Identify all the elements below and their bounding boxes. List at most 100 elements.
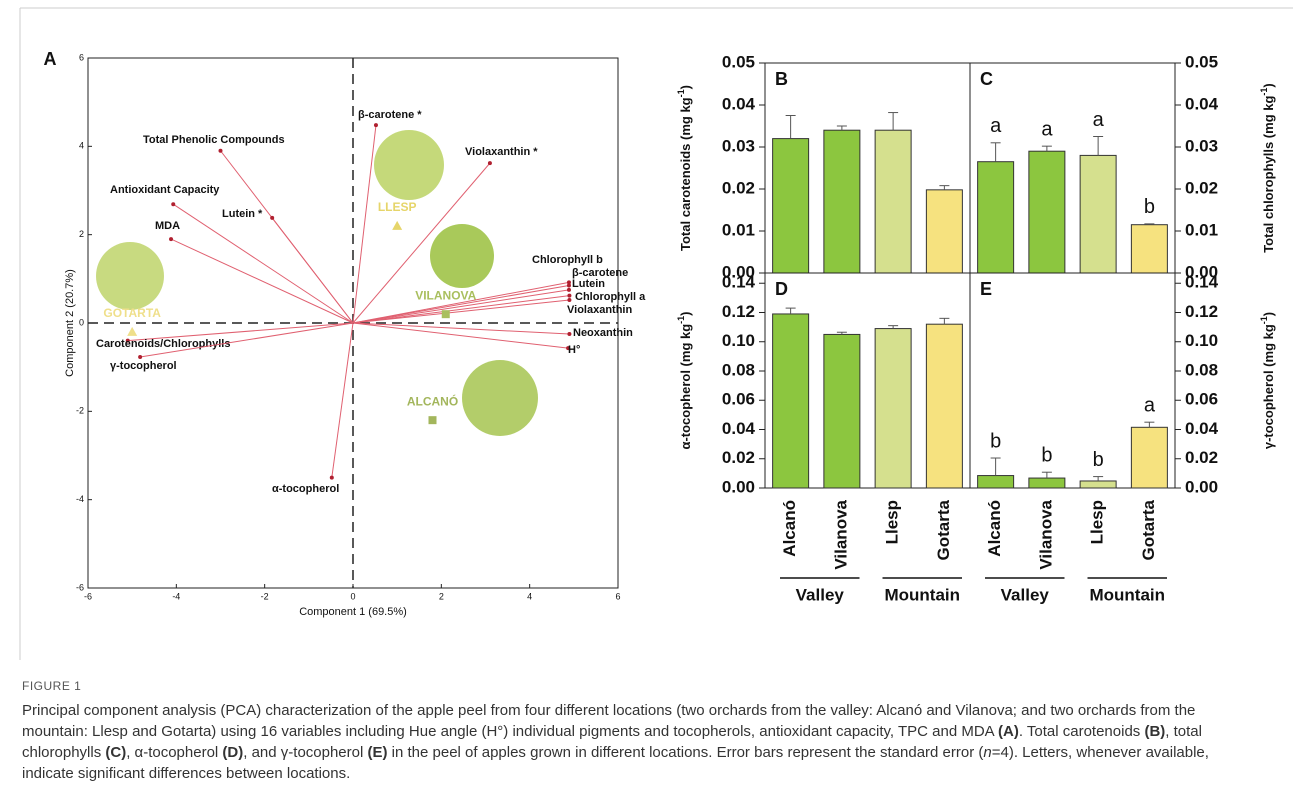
- bar: [875, 130, 911, 273]
- bar: [1131, 427, 1167, 488]
- loading-label: α-tocopherol: [272, 483, 339, 495]
- y-tick-label: 0.01: [722, 220, 755, 239]
- y-tick-label: 0.00: [1185, 477, 1218, 496]
- y-axis-label-sup: -1: [1259, 316, 1269, 324]
- loading-vector: [332, 323, 353, 478]
- group-label: Valley: [796, 585, 845, 604]
- y-axis-label: Component 2 (20.7%): [64, 269, 76, 377]
- y-tick-label: 0.14: [722, 273, 756, 292]
- loading-label: β-carotene *: [358, 109, 422, 121]
- bar: [875, 329, 911, 488]
- loading-point: [567, 288, 571, 292]
- loading-vector: [353, 125, 376, 323]
- loading-vector: [272, 218, 353, 323]
- y-axis-label-end: ): [1261, 83, 1276, 87]
- y-tick-label: 0.02: [1185, 178, 1218, 197]
- y-tick-label: 0.08: [722, 360, 755, 379]
- loading-label: Lutein: [572, 278, 605, 290]
- x-axis-label: Component 1 (69.5%): [299, 606, 407, 618]
- x-tick-label: 2: [439, 591, 444, 601]
- loading-label: Chlorophyll a: [575, 291, 646, 303]
- y-axis-label: Total chlorophylls (mg kg-1): [1259, 83, 1276, 253]
- bar: [824, 130, 860, 273]
- loading-point: [567, 332, 571, 336]
- sample-point: [392, 221, 402, 230]
- apple: [462, 360, 538, 436]
- y-tick-label: 0.03: [1185, 136, 1218, 155]
- caption: Principal component analysis (PCA) chara…: [22, 700, 1262, 784]
- bar: [978, 476, 1014, 488]
- loading-vector: [171, 239, 353, 323]
- x-tick-label: Alcanó: [985, 500, 1004, 557]
- apple-images: [96, 130, 538, 436]
- bar: [1131, 225, 1167, 273]
- bar: [1029, 478, 1065, 488]
- loading-vector: [353, 323, 569, 334]
- y-axis-label-end: ): [1261, 312, 1276, 316]
- y-tick-label: 0.02: [722, 448, 755, 467]
- y-tick-label: 0.05: [722, 52, 755, 71]
- figure-label: FIGURE 1: [22, 679, 81, 693]
- y-tick-label: 0.01: [1185, 220, 1218, 239]
- page: A-6-4-20246-6-4-20246Component 1 (69.5%)…: [0, 0, 1293, 803]
- y-tick-label: 0.06: [722, 390, 755, 409]
- loading-vector: [353, 300, 569, 323]
- y-tick-label: 0.05: [1185, 52, 1218, 71]
- panel-label: A: [44, 49, 57, 69]
- x-tick-label: Alcanó: [780, 500, 799, 557]
- apple: [430, 224, 494, 288]
- x-tick-label: Gotarta: [934, 499, 953, 560]
- panel-label: C: [980, 69, 993, 89]
- y-tick-label: 0.10: [722, 331, 755, 350]
- y-axis-label-text: Total chlorophylls (mg kg: [1261, 96, 1276, 253]
- significance-letter: b: [990, 430, 1001, 452]
- y-axis-label-text: γ-tocopherol (mg kg: [1261, 324, 1276, 449]
- y-axis-label: α-tocopherol (mg kg-1): [676, 311, 693, 449]
- x-tick-label: Gotarta: [1139, 499, 1158, 560]
- y-axis-label: Total carotenoids (mg kg-1): [676, 85, 693, 251]
- y-tick-label: 0.03: [722, 136, 755, 155]
- y-tick-label: 0.08: [1185, 360, 1218, 379]
- y-tick-label: 0.10: [1185, 331, 1218, 350]
- loading-label: H°: [568, 344, 580, 356]
- significance-letter: b: [1144, 196, 1155, 218]
- y-tick-label: 4: [79, 141, 84, 151]
- x-tick-label: -6: [84, 591, 92, 601]
- x-tick-label: Vilanova: [1036, 499, 1055, 569]
- loading-label: Carotenoids/Chlorophylls: [96, 338, 230, 350]
- sample-point: [442, 310, 450, 318]
- x-tick-label: Llesp: [883, 500, 902, 544]
- loading-vector: [173, 204, 353, 323]
- caption-text: , α-tocopherol: [126, 744, 222, 761]
- loading-label: Chlorophyll b: [532, 254, 603, 266]
- x-tick-label: 6: [615, 591, 620, 601]
- y-tick-label: 0.02: [722, 178, 755, 197]
- bar: [1080, 155, 1116, 273]
- loading-point: [171, 202, 175, 206]
- caption-text: . Total carotenoids: [1019, 723, 1145, 740]
- x-tick-label: Llesp: [1088, 500, 1107, 544]
- x-tick-label: 0: [350, 591, 355, 601]
- y-tick-label: 0.06: [1185, 390, 1218, 409]
- caption-text: (C): [105, 744, 126, 761]
- bar: [1080, 481, 1116, 488]
- caption-text: (E): [368, 744, 388, 761]
- significance-letter: b: [1093, 449, 1104, 471]
- y-tick-label: 0.12: [722, 302, 755, 321]
- bar: [773, 139, 809, 273]
- significance-letter: a: [990, 115, 1002, 137]
- y-tick-label: 0.14: [1185, 273, 1219, 292]
- loading-point: [374, 123, 378, 127]
- x-tick-label: 4: [527, 591, 532, 601]
- group-label: Valley: [1001, 585, 1050, 604]
- panel-label: D: [775, 279, 788, 299]
- significance-letter: a: [1144, 394, 1156, 416]
- loading-label: Neoxanthin: [573, 327, 633, 339]
- loading-point: [169, 237, 173, 241]
- y-axis-label-text: α-tocopherol (mg kg: [678, 324, 693, 450]
- apple: [374, 130, 444, 200]
- sample-label: LLESP: [378, 200, 417, 214]
- loading-point: [219, 149, 223, 153]
- sample-point: [127, 327, 137, 336]
